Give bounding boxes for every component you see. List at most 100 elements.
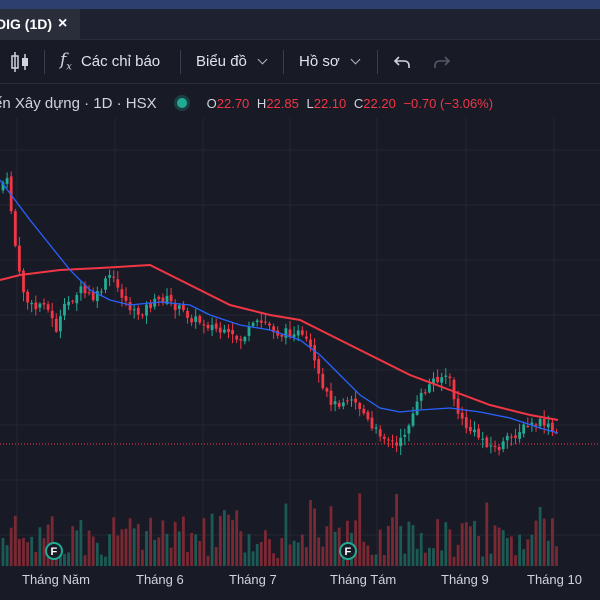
volume-bar <box>198 541 202 566</box>
volume-bar <box>444 522 448 566</box>
volume-bar <box>325 526 329 566</box>
volume-bar <box>149 517 152 566</box>
candle-body <box>514 435 517 438</box>
profile-dropdown[interactable]: Hồ sơ <box>299 40 361 83</box>
chart-dropdown[interactable]: Biểu đồ <box>196 40 268 83</box>
candle-body <box>46 304 50 310</box>
volume-bar <box>218 515 222 566</box>
candle-body <box>190 318 193 323</box>
candle-body <box>108 275 111 278</box>
candle-body <box>26 291 29 303</box>
candle-body <box>473 429 476 433</box>
candle-body <box>346 400 349 402</box>
volume-bar <box>165 533 169 566</box>
volume-bar <box>464 522 468 566</box>
indicators-button[interactable]: fx Các chỉ báo <box>60 40 160 83</box>
volume-bar <box>268 539 271 566</box>
candles-icon[interactable] <box>10 40 30 83</box>
close-icon[interactable]: × <box>58 15 68 32</box>
chart-tab[interactable]: DIG (1D) × <box>0 9 80 39</box>
volume-bar <box>473 520 476 566</box>
volume-bar <box>206 555 210 566</box>
volume-bar <box>489 553 493 566</box>
candle-body <box>268 323 271 326</box>
x-axis-label: Tháng 9 <box>441 572 489 587</box>
volume-bar <box>403 553 407 566</box>
candle-body <box>493 445 497 448</box>
candle-body <box>214 323 218 329</box>
toolbar-separator <box>377 50 378 74</box>
candle-body <box>272 326 275 333</box>
candle-body <box>38 303 42 308</box>
candle-body <box>305 336 308 339</box>
candle-body <box>59 316 62 332</box>
candle-body <box>30 302 34 305</box>
volume-bar <box>538 506 542 566</box>
volume-bar <box>214 547 218 566</box>
chart-label: Biểu đồ <box>196 53 247 70</box>
candle-body <box>501 441 505 450</box>
volume-bar <box>551 518 554 566</box>
candle-body <box>128 302 132 311</box>
volume-bar <box>428 547 431 566</box>
candle-body <box>161 297 165 303</box>
volume-bar <box>387 525 390 566</box>
candle-body <box>141 314 144 316</box>
candle-body <box>255 320 259 323</box>
candle-body <box>452 379 456 400</box>
volume-bar <box>128 518 132 566</box>
candle-body <box>374 427 378 429</box>
volume-bar <box>63 553 66 566</box>
candle-body <box>177 305 181 309</box>
volume-bar <box>34 551 38 566</box>
redo-icon[interactable] <box>433 40 451 83</box>
candle-body <box>485 437 489 448</box>
volume-bar <box>456 544 460 566</box>
candle-body <box>382 436 386 439</box>
candle-body <box>157 296 161 300</box>
candle-body <box>22 270 25 293</box>
symbol-description[interactable]: ển Xây dựng · 1D · HSX <box>0 94 157 112</box>
volume-bar <box>223 510 226 566</box>
candle-body <box>407 425 411 434</box>
x-axis-label: Tháng 6 <box>136 572 184 587</box>
candle-body <box>259 320 263 323</box>
undo-icon[interactable] <box>393 40 411 83</box>
indicators-label: Các chỉ báo <box>80 53 161 70</box>
candle-body <box>104 278 107 290</box>
candle-body <box>423 392 427 394</box>
candle-body <box>354 398 357 403</box>
close-label: C <box>353 95 364 111</box>
candle-body <box>149 303 152 309</box>
volume-bar <box>38 527 42 566</box>
close-value: 22.20 <box>363 95 396 111</box>
chart-legend: ển Xây dựng · 1D · HSX O22.70 H22.85 L22… <box>0 92 600 114</box>
volume-bar <box>518 534 521 566</box>
candle-body <box>546 423 550 428</box>
candle-body <box>75 295 79 304</box>
candle-body <box>444 375 448 377</box>
volume-bar <box>13 515 17 566</box>
volume-bar <box>333 531 337 566</box>
toolbar-separator <box>283 50 284 74</box>
flag-marker[interactable]: F <box>339 542 357 560</box>
candle-body <box>551 422 554 432</box>
volume-bar <box>210 513 214 566</box>
candle-body <box>91 291 95 301</box>
market-status-icon[interactable] <box>176 98 187 108</box>
candle-body <box>415 401 419 415</box>
candle-body <box>440 377 444 383</box>
volume-bar <box>182 516 185 566</box>
volume-bar <box>30 536 34 566</box>
volume-bar <box>469 526 472 566</box>
toolbar-separator <box>180 50 181 74</box>
candle-body <box>284 328 288 338</box>
flag-marker[interactable]: F <box>45 542 63 560</box>
toolbar-separator <box>44 50 45 74</box>
volume-bar <box>42 538 46 566</box>
candle-body <box>337 402 341 407</box>
volume-bar <box>202 518 206 566</box>
candle-body <box>329 390 333 405</box>
volume-bar <box>399 526 403 566</box>
